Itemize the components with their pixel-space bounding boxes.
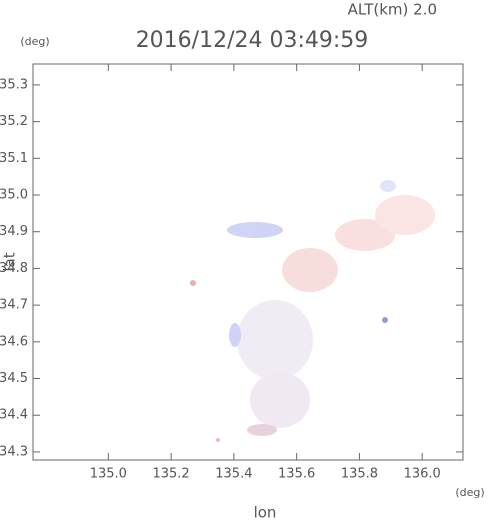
- x-tick-label: 135.0: [90, 467, 127, 482]
- echo: [380, 180, 396, 192]
- y-tick-label: 35.2: [0, 114, 28, 129]
- x-unit: (deg): [455, 486, 484, 499]
- x-tick-label: 136.0: [404, 467, 441, 482]
- x-tick-label: 135.2: [152, 467, 189, 482]
- altitude-label: ALT(km) 2.0: [348, 1, 437, 19]
- x-tick-label: 135.4: [215, 467, 252, 482]
- echo: [375, 195, 435, 235]
- x-tick-label: 135.6: [278, 467, 315, 482]
- y-tick-label: 35.3: [0, 77, 28, 92]
- echo: [247, 424, 277, 436]
- echo-field: [190, 180, 435, 442]
- y-tick-label: 34.5: [0, 371, 28, 386]
- y-tick-label: 35.1: [0, 151, 28, 166]
- plot-frame: [32, 63, 464, 461]
- y-tick-label: 34.7: [0, 298, 28, 313]
- echo: [250, 372, 310, 428]
- y-tick-label: 34.8: [0, 261, 28, 276]
- x-tick-label: 135.8: [341, 467, 378, 482]
- echo: [282, 248, 338, 292]
- y-tick-label: 34.4: [0, 408, 28, 423]
- echo: [237, 300, 313, 380]
- y-tick-label: 34.9: [0, 224, 28, 239]
- y-tick-label: 35.0: [0, 188, 28, 203]
- y-axis-label: lat: [1, 252, 19, 271]
- echo: [229, 323, 241, 347]
- chart-title: 2016/12/24 03:49:59: [136, 28, 369, 53]
- echo: [190, 280, 196, 286]
- y-tick-label: 34.3: [0, 444, 28, 459]
- echo: [335, 219, 395, 251]
- echo: [216, 438, 220, 442]
- echo: [227, 222, 283, 238]
- y-unit: (deg): [20, 35, 49, 48]
- echo: [382, 317, 388, 323]
- y-tick-label: 34.6: [0, 334, 28, 349]
- x-axis-label: lon: [254, 504, 277, 522]
